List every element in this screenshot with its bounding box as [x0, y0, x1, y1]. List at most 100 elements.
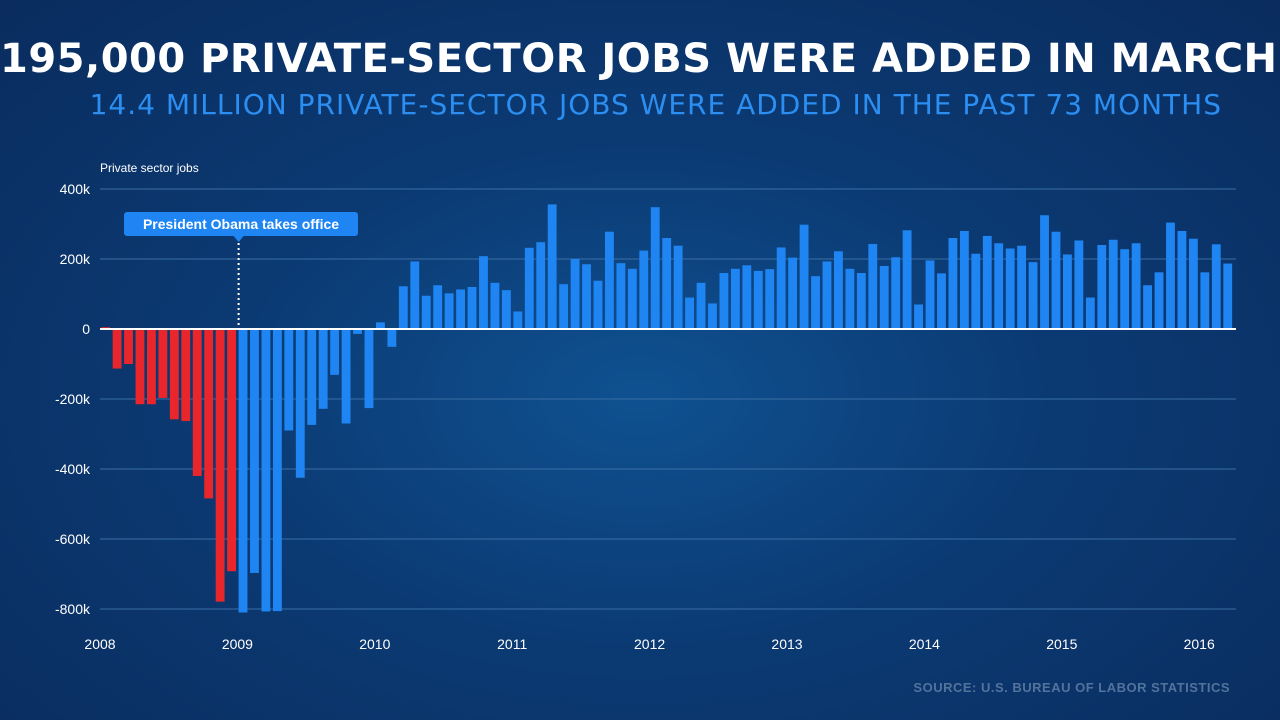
- bar: [433, 285, 443, 329]
- bar: [627, 268, 637, 329]
- chart-subtitle: 14.4 MILLION PRIVATE-SECTOR JOBS WERE AD…: [89, 88, 1222, 121]
- bar: [1131, 243, 1141, 329]
- bar: [376, 322, 385, 329]
- bar: [238, 329, 248, 613]
- bar: [1063, 254, 1072, 329]
- bar: [124, 329, 133, 364]
- x-tick-label: 2008: [84, 636, 115, 652]
- bar: [192, 329, 202, 476]
- bar: [1177, 231, 1187, 329]
- annotation: President Obama takes office: [124, 212, 358, 327]
- y-tick-label: -200k: [55, 391, 91, 407]
- bar: [605, 231, 614, 329]
- bar: [616, 263, 626, 329]
- bar: [1120, 249, 1130, 329]
- x-tick-label: 2010: [359, 636, 390, 652]
- bar: [1085, 297, 1095, 329]
- bar: [456, 289, 465, 329]
- bar: [536, 242, 546, 329]
- bar: [147, 329, 156, 405]
- bar: [524, 247, 534, 329]
- bar: [421, 295, 431, 329]
- bar: [181, 329, 191, 422]
- bar: [250, 329, 259, 573]
- x-axis-tick-labels: 2008 2009 2010 2011 2012 2013 2014 2015 2016: [84, 636, 1215, 652]
- bar: [662, 238, 672, 329]
- bar: [959, 231, 969, 329]
- bar: [1040, 215, 1049, 329]
- bar: [169, 329, 179, 420]
- y-axis-title: Private sector jobs: [100, 161, 199, 175]
- x-tick-label: 2016: [1184, 636, 1215, 652]
- bar: [639, 250, 649, 329]
- y-tick-label: -600k: [55, 531, 91, 547]
- bar: [135, 329, 145, 405]
- x-tick-label: 2012: [634, 636, 665, 652]
- bar: [822, 261, 832, 329]
- bar: [1051, 231, 1061, 329]
- x-tick-label: 2011: [497, 636, 527, 652]
- chart-title: 195,000 PRIVATE-SECTOR JOBS WERE ADDED I…: [0, 36, 1278, 82]
- y-tick-label: -400k: [55, 461, 91, 477]
- bar: [1108, 239, 1118, 329]
- bar: [490, 282, 500, 329]
- bar: [994, 243, 1004, 329]
- bar: [284, 329, 294, 431]
- bar: [582, 264, 591, 329]
- bar: [811, 276, 820, 329]
- bar: [1074, 240, 1084, 329]
- bar: [891, 257, 901, 329]
- bar: [158, 329, 168, 398]
- bar: [685, 297, 694, 329]
- bar: [1223, 263, 1233, 329]
- bar: [730, 268, 740, 329]
- bar: [914, 304, 923, 329]
- bar: [1143, 285, 1152, 329]
- bar: [467, 287, 477, 329]
- annotation-pointer: [233, 236, 244, 242]
- bar: [719, 273, 729, 329]
- bar: [353, 329, 362, 334]
- bar: [593, 280, 603, 329]
- x-tick-label: 2013: [771, 636, 802, 652]
- bar: [982, 235, 992, 329]
- y-axis-tick-labels: 400k 200k 0 -200k -400k -600k -800k: [55, 181, 91, 617]
- bar: [513, 311, 523, 329]
- bar: [925, 260, 935, 329]
- bar: [1028, 262, 1038, 329]
- bar: [765, 269, 775, 329]
- bar: [1017, 245, 1027, 329]
- x-tick-label: 2015: [1046, 636, 1077, 652]
- bar: [742, 265, 752, 329]
- bar: [330, 329, 340, 375]
- bar: [295, 329, 305, 478]
- bar: [845, 268, 855, 329]
- bar: [776, 247, 786, 329]
- bar: [948, 238, 958, 329]
- bar: [788, 257, 798, 329]
- y-tick-label: 400k: [60, 181, 91, 197]
- bar: [261, 329, 271, 612]
- y-tick-label: -800k: [55, 601, 91, 617]
- bar: [937, 273, 946, 329]
- bar: [1097, 245, 1107, 329]
- y-tick-label: 200k: [60, 251, 91, 267]
- bar: [879, 266, 889, 329]
- bar: [834, 251, 843, 329]
- bar: [1005, 248, 1015, 329]
- bar: [753, 270, 763, 329]
- bar: [971, 253, 981, 329]
- bar: [1166, 222, 1175, 329]
- bar: [799, 224, 809, 329]
- bar: [1154, 272, 1164, 329]
- bar: [410, 261, 420, 329]
- bar: [868, 243, 878, 329]
- annotation-text: President Obama takes office: [143, 216, 339, 232]
- x-tick-label: 2014: [909, 636, 940, 652]
- bar: [387, 329, 397, 347]
- bar: [501, 290, 511, 329]
- bar: [112, 329, 122, 369]
- bar: [559, 284, 569, 329]
- bar: [479, 256, 488, 329]
